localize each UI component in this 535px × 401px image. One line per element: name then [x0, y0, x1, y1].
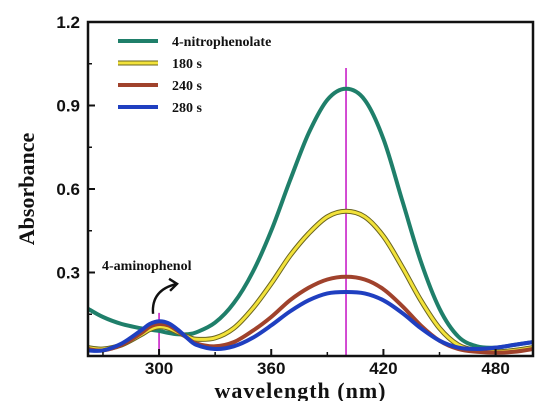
y-axis-ticks: 0.3 0.6 0.9 1.2	[56, 13, 95, 315]
y-tick-label: 1.2	[56, 13, 80, 32]
x-axis-title: wavelength (nm)	[214, 378, 386, 401]
plot-frame	[86, 20, 535, 358]
y-axis-title: Absorbance	[14, 133, 39, 246]
annotation-arrowhead	[168, 277, 179, 292]
y-tick-label: 0.9	[56, 97, 80, 116]
legend-label-2: 180 s	[172, 57, 203, 72]
legend-label-1: 4-nitrophenolate	[172, 35, 271, 50]
series-lines	[87, 86, 534, 355]
y-tick-label: 0.6	[56, 180, 80, 199]
x-tick-label: 480	[481, 359, 509, 378]
x-tick-label: 420	[369, 359, 397, 378]
x-tick-label: 360	[257, 359, 285, 378]
legend-label-4: 280 s	[172, 101, 203, 116]
x-axis-ticks: 300 360 420 480	[102, 349, 510, 378]
annotation: 4-aminophenol	[102, 259, 192, 314]
series-line-2	[87, 209, 534, 354]
annotation-label: 4-aminophenol	[102, 259, 192, 274]
y-tick-label: 0.3	[56, 264, 80, 283]
series-line-4	[87, 290, 534, 353]
legend: 4-nitrophenolate 180 s 240 s 280 s	[118, 35, 271, 116]
series-line-1	[87, 86, 534, 350]
annotation-arrow	[151, 282, 178, 314]
legend-label-3: 240 s	[172, 79, 203, 94]
x-tick-label: 300	[145, 359, 173, 378]
